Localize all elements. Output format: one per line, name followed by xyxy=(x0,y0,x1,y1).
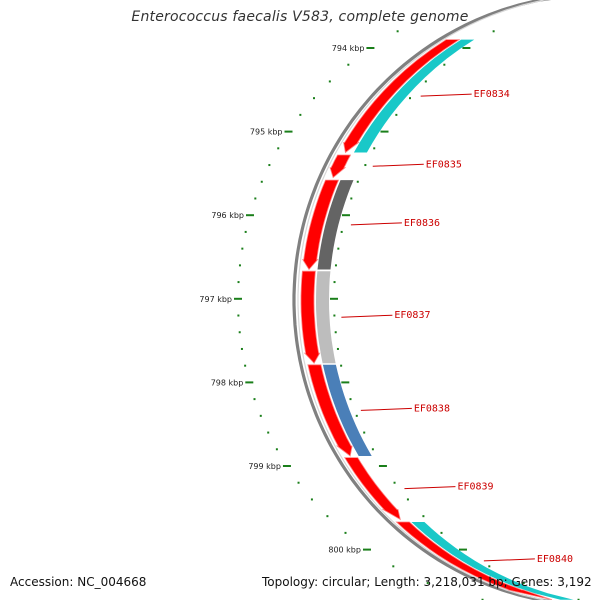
feature-block-EF0836 xyxy=(317,180,354,270)
leader-line-EF0837 xyxy=(341,314,393,318)
leader-line-EF0836 xyxy=(350,222,402,226)
cds-arrows xyxy=(300,39,553,600)
gene-labels: EF0834 EF0835 EF0836 EF0837 EF0838 EF0839 EF08… xyxy=(341,89,573,565)
gene-label-EF0835: EF0835 xyxy=(426,159,462,170)
genome-backbone xyxy=(292,0,552,600)
feature-block-EF0837 xyxy=(316,271,336,364)
genome-title: Enterococcus faecalis V583, complete gen… xyxy=(131,9,469,25)
feature-blocks xyxy=(316,39,574,600)
feature-block-EF0840 xyxy=(411,522,574,600)
backbone-outer-line xyxy=(292,0,552,600)
gene-label-EF0834: EF0834 xyxy=(474,89,510,100)
leader-line-EF0835 xyxy=(372,163,424,167)
gene-label-EF0839: EF0839 xyxy=(457,482,493,493)
tick-label-795: 795 kbp xyxy=(250,128,283,137)
cds-arrow-EF0837 xyxy=(300,270,321,364)
tick-label-800: 800 kbp xyxy=(328,546,361,555)
feature-block-EF0834 xyxy=(353,39,475,153)
cds-arrow-EF0838 xyxy=(307,364,353,457)
cds-arrow-EF0839 xyxy=(343,457,401,521)
accession-text: Accession: NC_004668 xyxy=(10,575,147,589)
tick-label-799: 799 kbp xyxy=(248,462,281,471)
leader-line-EF0840 xyxy=(483,558,535,562)
gene-label-EF0838: EF0838 xyxy=(414,403,450,414)
tick-label-798: 798 kbp xyxy=(211,378,244,387)
leader-line-EF0834 xyxy=(420,93,472,97)
backbone-inner-line xyxy=(297,0,549,600)
leader-line-EF0838 xyxy=(360,407,412,411)
gene-label-EF0837: EF0837 xyxy=(394,310,430,321)
gene-label-EF0840: EF0840 xyxy=(537,554,573,565)
cds-arrow-EF0836 xyxy=(301,179,340,271)
tick-label-796: 796 kbp xyxy=(211,211,244,220)
tick-marks: 794 kbp 795 kbp 796 kbp 797 kbp 798 kbp 799 k… xyxy=(199,30,580,600)
gene-label-EF0836: EF0836 xyxy=(404,218,440,229)
cds-arrow-EF0835 xyxy=(329,154,352,179)
genome-summary-text: Topology: circular; Length: 3,218,031 bp… xyxy=(262,575,592,589)
cds-arrow-EF0834 xyxy=(343,39,461,154)
leader-line-EF0839 xyxy=(404,486,456,490)
cds-arrow-EF0840 xyxy=(395,521,553,600)
tick-label-797: 797 kbp xyxy=(199,295,232,304)
tick-label-794: 794 kbp xyxy=(332,44,365,53)
feature-block-EF0838 xyxy=(322,364,372,456)
